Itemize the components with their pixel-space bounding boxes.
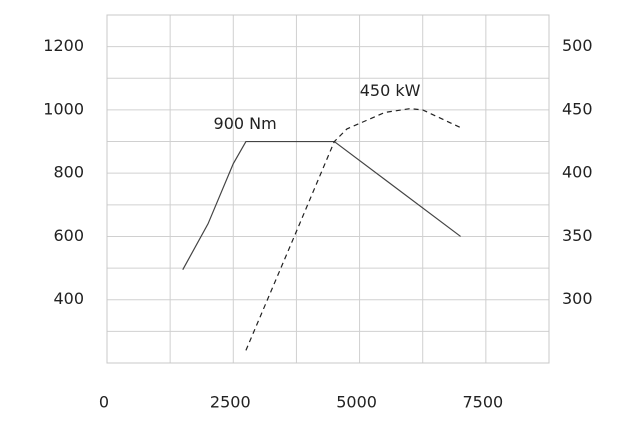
x-tick-label: 0: [99, 393, 109, 412]
x-tick-label: 7500: [462, 393, 503, 412]
series-label: 450 kW: [360, 81, 421, 100]
y2-tick-label: 400: [562, 163, 593, 182]
series-line: [182, 140, 461, 270]
y-tick-label: 1000: [43, 99, 84, 118]
y-tick-label: 1200: [43, 36, 84, 55]
plot-frame: [106, 14, 550, 364]
y2-tick-label: 300: [562, 289, 593, 308]
x-tick-label: 5000: [336, 393, 377, 412]
y2-tick-label: 500: [562, 36, 593, 55]
y-tick-label: 600: [53, 226, 84, 245]
y-tick-label: 800: [53, 163, 84, 182]
y2-tick-label: 350: [562, 226, 593, 245]
x-tick-label: 2500: [210, 393, 251, 412]
y-tick-label: 400: [53, 289, 84, 308]
series-label: 900 Nm: [214, 114, 277, 133]
series-line: [245, 108, 461, 351]
y2-tick-label: 450: [562, 99, 593, 118]
